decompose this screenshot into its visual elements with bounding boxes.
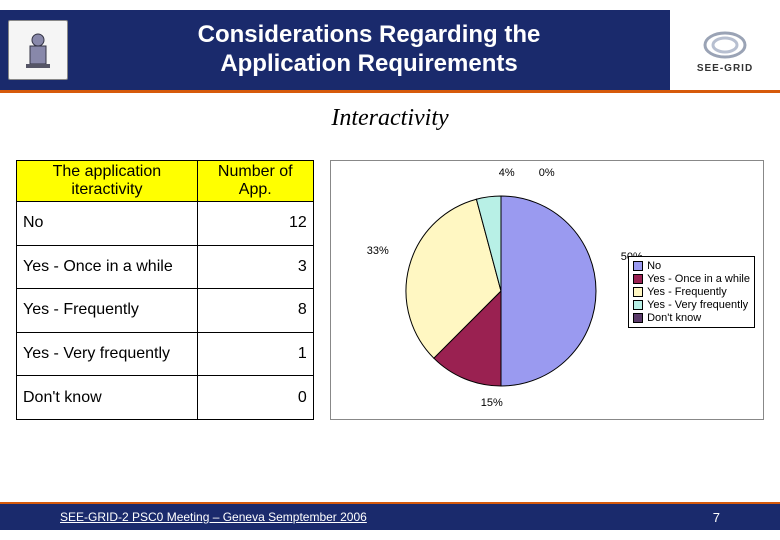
pie-chart: 4% 0% 33% 15% 50% No Yes - Once in a whi… xyxy=(330,160,764,420)
legend-item: Yes - Very frequently xyxy=(633,299,750,311)
legend-item: Don't know xyxy=(633,312,750,324)
header-band: Considerations Regarding the Application… xyxy=(0,10,780,90)
footer-page: 7 xyxy=(713,510,720,525)
pct-label-15: 15% xyxy=(481,397,503,409)
pie-legend: No Yes - Once in a while Yes - Frequentl… xyxy=(628,256,755,328)
legend-item: Yes - Frequently xyxy=(633,286,750,298)
pct-label-4: 4% xyxy=(499,167,515,179)
pie-holder xyxy=(401,191,601,391)
table-row: Don't know0 xyxy=(17,376,314,420)
title-line-1: Considerations Regarding the xyxy=(74,21,664,50)
footer-bar: SEE-GRID-2 PSC0 Meeting – Geneva Semptem… xyxy=(0,502,780,530)
legend-item: No xyxy=(633,260,750,272)
table-header-category: The application iteractivity xyxy=(17,161,198,202)
brand-label: SEE-GRID xyxy=(697,63,753,74)
table-row: Yes - Very frequently1 xyxy=(17,332,314,376)
pie-svg xyxy=(401,191,601,391)
legend-swatch-icon xyxy=(633,261,643,271)
legend-swatch-icon xyxy=(633,313,643,323)
legend-item: Yes - Once in a while xyxy=(633,273,750,285)
table-header-count: Number of App. xyxy=(197,161,313,202)
footer-text: SEE-GRID-2 PSC0 Meeting – Geneva Semptem… xyxy=(60,510,367,524)
table-row: Yes - Once in a while3 xyxy=(17,245,314,289)
project-logo-icon xyxy=(8,20,68,80)
interactivity-table: The application iteractivity Number of A… xyxy=(16,160,314,420)
legend-swatch-icon xyxy=(633,274,643,284)
content-area: The application iteractivity Number of A… xyxy=(16,160,764,420)
swirl-icon xyxy=(701,27,749,63)
table-row: Yes - Frequently8 xyxy=(17,289,314,333)
pct-label-0: 0% xyxy=(539,167,555,179)
legend-swatch-icon xyxy=(633,300,643,310)
header-underline xyxy=(0,90,780,93)
table-row: No12 xyxy=(17,202,314,246)
brand-logo: SEE-GRID xyxy=(670,10,780,90)
pct-label-33: 33% xyxy=(367,245,389,257)
slide-subtitle: Interactivity xyxy=(0,105,780,132)
title-line-2: Application Requirements xyxy=(74,50,664,79)
legend-swatch-icon xyxy=(633,287,643,297)
slide-title: Considerations Regarding the Application… xyxy=(68,21,670,79)
